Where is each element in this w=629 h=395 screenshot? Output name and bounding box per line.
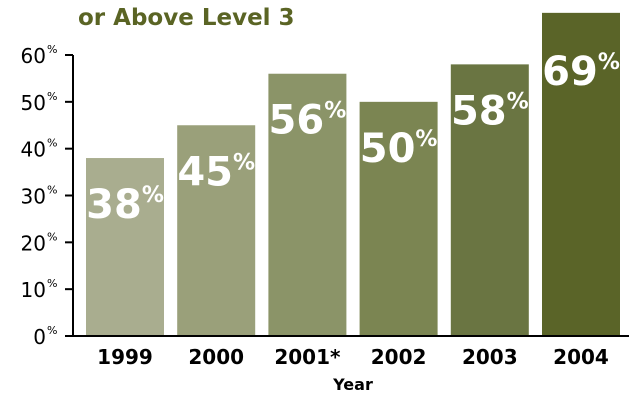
y-tick-label-60: 60: [21, 44, 46, 68]
value-labels-group: 38% 45% 56% 50% 58% 69%: [86, 49, 620, 228]
y-tick-unit-0: %: [47, 324, 57, 337]
value-label-2003: 58%: [451, 88, 529, 134]
value-label-2000: 45%: [177, 149, 255, 195]
y-tick-unit-20: %: [47, 230, 57, 243]
x-tick-label-2002: 2002: [371, 345, 427, 369]
bars-group: [86, 12, 620, 336]
bar-2002: [359, 101, 438, 336]
bar-2003: [450, 64, 529, 336]
x-tick-label-2000: 2000: [188, 345, 244, 369]
y-tick-label-10: 10: [21, 278, 46, 302]
x-tick-label-2001*: 2001*: [274, 345, 341, 369]
value-label-1999: 38%: [86, 182, 164, 228]
y-tick-unit-40: %: [47, 137, 57, 150]
y-tick-unit-10: %: [47, 277, 57, 290]
y-tick-label-20: 20: [21, 231, 46, 255]
y-tick-label-30: 30: [21, 185, 46, 209]
y-tick-unit-50: %: [47, 90, 57, 103]
bar-2000: [177, 125, 256, 336]
chart-title: or Above Level 3: [78, 5, 295, 31]
value-label-2004: 69%: [542, 49, 620, 95]
y-axis: 0 %10 %20 %30 %40 %50 %60%: [21, 43, 74, 349]
x-axis: 1999 2000 2001* 2002 2003 2004: [65, 335, 629, 369]
value-label-2002: 50%: [360, 126, 438, 172]
y-tick-label-40: 40: [21, 138, 46, 162]
x-tick-label-2004: 2004: [553, 345, 609, 369]
bar-2004: [542, 12, 620, 336]
x-tick-label-1999: 1999: [97, 345, 153, 369]
x-axis-title: Year: [332, 375, 373, 394]
bar-2001*: [268, 73, 347, 336]
value-label-2001*: 56%: [269, 98, 347, 144]
y-tick-unit-30: %: [47, 184, 57, 197]
y-tick-unit-60: %: [47, 43, 57, 56]
y-tick-label-0: 0: [33, 325, 46, 349]
x-tick-label-2003: 2003: [462, 345, 518, 369]
bar-1999: [86, 158, 164, 336]
y-tick-label-50: 50: [21, 91, 46, 115]
